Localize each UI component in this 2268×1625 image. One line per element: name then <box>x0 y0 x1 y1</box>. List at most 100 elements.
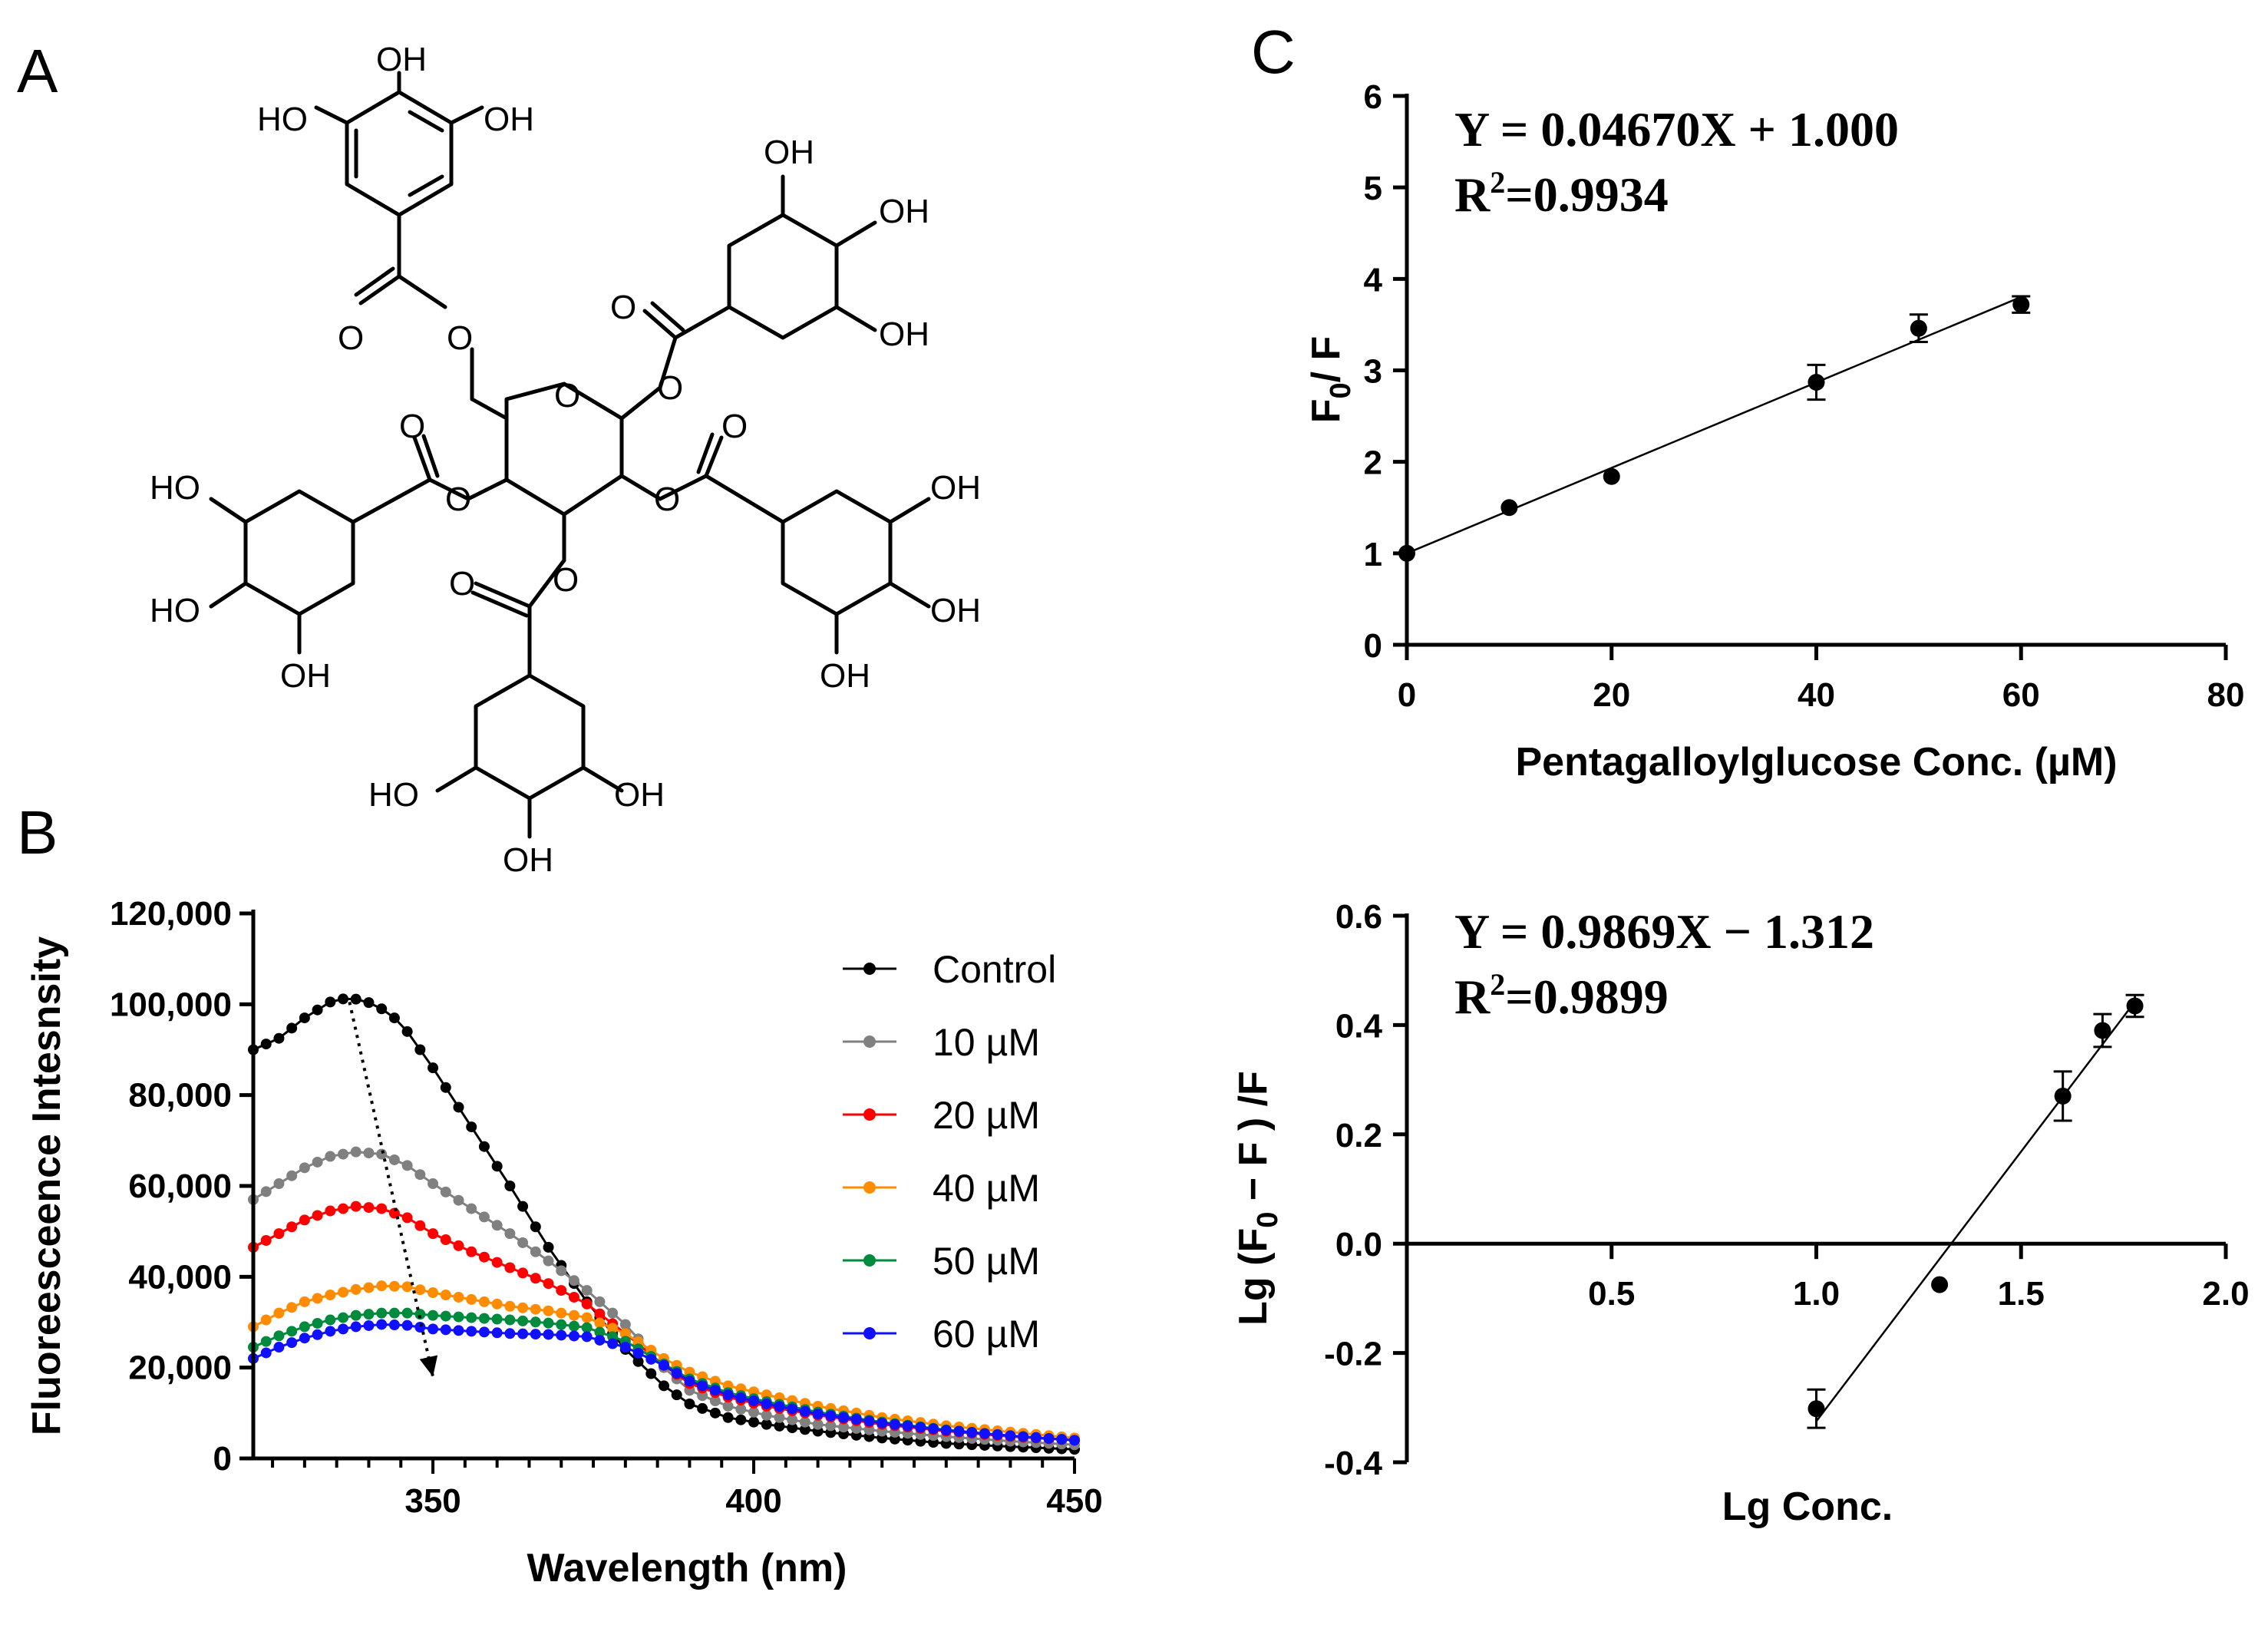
data-point <box>478 1296 490 1307</box>
data-point <box>619 1319 631 1330</box>
data-point <box>543 1255 554 1267</box>
data-point <box>619 1342 631 1353</box>
x-tick-label: 80 <box>2207 676 2245 714</box>
data-point <box>428 1287 439 1299</box>
data-point <box>466 1293 477 1305</box>
legend-label: Control <box>933 948 1056 991</box>
bond <box>619 474 662 501</box>
data-point <box>812 1409 824 1420</box>
data-point <box>478 1313 490 1324</box>
benzene-ring-left <box>243 489 355 616</box>
y-tick-label: -0.4 <box>1324 1445 1382 1482</box>
atom-label-oh: OH <box>764 134 814 171</box>
data-point <box>812 1419 824 1430</box>
data-point <box>556 1265 567 1277</box>
atom-label-oh: OH <box>930 469 981 507</box>
data-point <box>504 1181 516 1191</box>
data-point <box>286 1302 298 1313</box>
data-point <box>363 1319 375 1331</box>
data-point <box>363 1148 375 1159</box>
data-point <box>581 1298 593 1310</box>
data-point <box>568 1291 579 1303</box>
atom-label-oh: OH <box>879 315 929 353</box>
data-point <box>1398 544 1415 562</box>
bond <box>527 558 566 609</box>
atom-label-ho: HO <box>150 592 200 629</box>
data-point <box>491 1327 503 1339</box>
data-point <box>722 1412 734 1423</box>
data-point <box>1043 1432 1055 1444</box>
data-point <box>838 1422 850 1433</box>
y-tick-label: 5 <box>1364 170 1382 207</box>
data-point <box>581 1331 593 1343</box>
data-point <box>338 1323 349 1335</box>
data-point <box>491 1220 503 1231</box>
y-axis-label: F0/ F <box>1304 336 1357 424</box>
data-point <box>453 1291 464 1303</box>
y-label-main: F <box>1304 399 1349 424</box>
data-point <box>286 1326 298 1337</box>
data-point <box>684 1399 695 1409</box>
double-bond <box>408 174 444 197</box>
carbonyl-bond <box>696 432 715 474</box>
data-point <box>312 1293 323 1304</box>
benzene-ring-bottom <box>474 673 586 801</box>
data-point <box>684 1376 695 1387</box>
data-point <box>273 1228 285 1240</box>
data-point <box>735 1414 747 1425</box>
carbonyl-bond <box>470 590 529 618</box>
fit-line <box>1406 296 2022 554</box>
data-point <box>338 1312 349 1323</box>
atom-label-o: O <box>657 369 683 407</box>
data-point <box>478 1211 490 1223</box>
data-point <box>568 1275 579 1286</box>
atom-label-oh: OH <box>614 776 665 814</box>
data-point <box>286 1022 298 1034</box>
data-point <box>992 1428 1003 1440</box>
legend-marker <box>863 1181 876 1194</box>
atom-label-o: O <box>554 377 580 415</box>
data-point <box>517 1201 529 1212</box>
data-point <box>517 1328 529 1339</box>
double-log-plot: -0.4 -0.2 0.0 0.2 0.4 0.6 0.5 1.0 1.5 2.0 Lg Conc.… <box>1231 898 2250 1529</box>
data-point <box>414 1044 426 1055</box>
legend-label: 60 µM <box>933 1313 1040 1356</box>
arrow-head <box>419 1355 438 1377</box>
data-point <box>787 1414 798 1425</box>
data-point <box>478 1326 490 1338</box>
atom-label-o: O <box>449 565 475 603</box>
data-point <box>517 1315 529 1326</box>
data-point <box>286 1170 298 1181</box>
atom-label-oh: OH <box>280 657 331 695</box>
y-tick-label: 0.4 <box>1335 1007 1383 1045</box>
data-point <box>388 1154 400 1165</box>
data-point <box>863 1415 875 1427</box>
bond <box>435 765 478 793</box>
data-point <box>632 1347 644 1359</box>
data-point <box>325 1326 336 1337</box>
data-point <box>260 1186 272 1197</box>
data-point <box>556 1307 567 1319</box>
data-point <box>260 1336 272 1347</box>
atom-label-o: O <box>447 319 473 357</box>
data-point <box>414 1220 426 1231</box>
data-point <box>350 1310 361 1321</box>
data-point <box>940 1425 952 1436</box>
data-point <box>338 993 349 1005</box>
data-point <box>2054 1087 2072 1105</box>
data-point <box>530 1329 541 1340</box>
data-point <box>607 1307 619 1319</box>
legend-marker <box>863 1108 876 1121</box>
data-point <box>312 1004 323 1016</box>
data-point <box>260 1039 272 1050</box>
data-point <box>709 1407 721 1419</box>
bond <box>888 497 931 524</box>
data-point <box>312 1210 323 1221</box>
data-point <box>1030 1432 1042 1443</box>
y-label-tail: / F <box>1304 336 1349 383</box>
data-point <box>902 1420 913 1432</box>
fluorescence-spectra-chart: 0 20,000 40,000 60,000 80,000 100,000 120,000 3… <box>25 895 1103 1590</box>
bond <box>673 305 731 340</box>
data-point <box>619 1328 631 1339</box>
